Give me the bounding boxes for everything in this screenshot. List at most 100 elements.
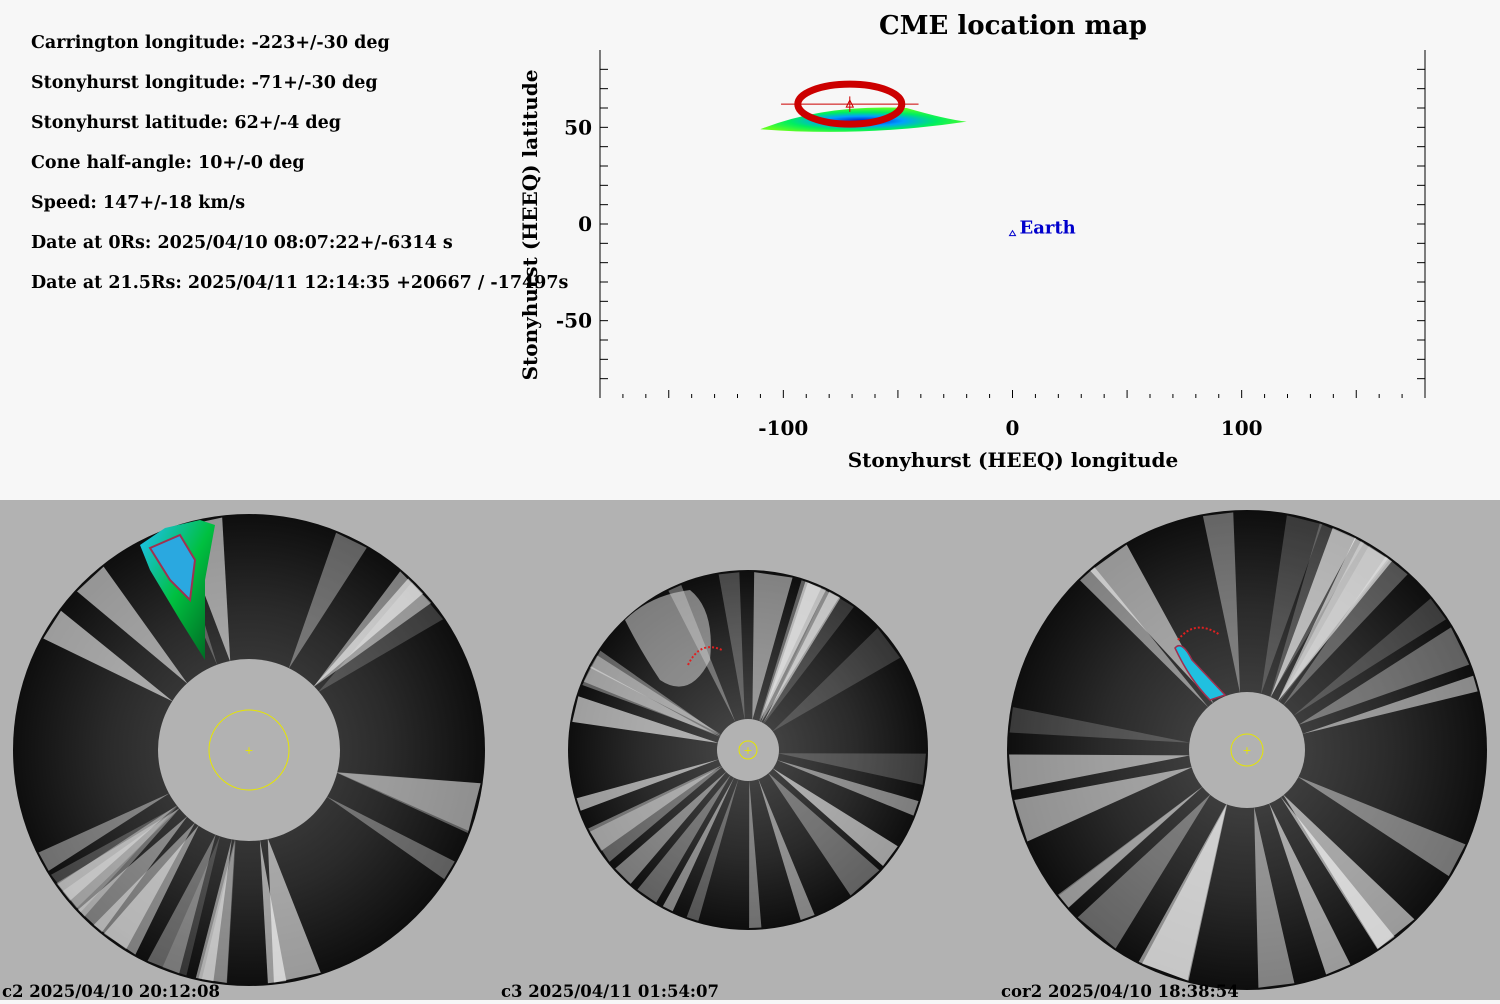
chart-title: CME location map — [879, 11, 1147, 41]
c2-occulter — [158, 659, 340, 841]
cor2-fit-arc — [1177, 626, 1221, 641]
cme-blob — [760, 107, 967, 132]
streamer-ray — [662, 776, 735, 912]
cor2-caption: cor2 2025/04/10 18:38:54 — [1001, 982, 1239, 1001]
y-tick-label: 50 — [564, 115, 592, 139]
c2-image: + — [13, 514, 485, 986]
streamer-ray — [1298, 627, 1470, 725]
streamer-ray — [1301, 675, 1478, 735]
x-tick-label: 100 — [1221, 416, 1263, 440]
earth-label: Earth — [1020, 218, 1076, 239]
cor2-sun-outline — [1230, 733, 1264, 767]
streamer-ray — [267, 838, 321, 983]
y-tick-label: -50 — [556, 309, 592, 333]
streamer-ray — [759, 581, 826, 723]
streamer-ray — [93, 822, 196, 950]
streamer-ray — [686, 778, 739, 921]
streamer-ray — [576, 759, 720, 811]
c3-caption: c3 2025/04/11 01:54:07 — [501, 982, 719, 1001]
streamer-ray — [772, 767, 898, 867]
streamer-ray — [313, 571, 432, 688]
streamer-ray — [776, 759, 919, 816]
streamer-ray — [1278, 545, 1390, 703]
c3-sun-outline — [738, 740, 758, 760]
streamer-ray — [758, 778, 815, 921]
streamer-ray — [147, 833, 216, 974]
streamer-ray — [637, 774, 731, 903]
streamer-ray — [103, 824, 200, 955]
earth-marker — [1008, 229, 1017, 237]
streamer-ray — [1277, 537, 1392, 702]
coronagraph-panel: + + + — [0, 500, 1500, 1000]
param-date-21rs: Date at 21.5Rs: 2025/04/11 12:14:35 +206… — [31, 273, 569, 293]
param-stonyhurst-longitude: Stonyhurst longitude: -71+/-30 deg — [31, 73, 378, 93]
streamer-ray — [198, 838, 235, 983]
param-date-0rs: Date at 0Rs: 2025/04/10 08:07:22+/-6314 … — [31, 233, 453, 253]
svg-text:+: + — [743, 744, 752, 757]
streamer-ray — [51, 805, 179, 913]
streamer-ray — [749, 779, 762, 928]
streamer-ray — [1077, 794, 1211, 949]
streamer-ray — [56, 807, 181, 917]
streamer-ray — [762, 591, 841, 724]
streamer-ray — [62, 807, 180, 909]
streamer-ray — [1014, 767, 1193, 842]
streamer-ray — [1268, 802, 1351, 975]
streamer-ray — [78, 815, 188, 933]
streamer-ray — [43, 610, 174, 702]
streamer-ray — [1270, 527, 1356, 698]
streamer-ray — [1282, 794, 1415, 949]
streamer-ray — [162, 835, 221, 976]
streamer-ray — [38, 793, 170, 871]
c3-fit-arc — [687, 646, 723, 666]
points: Earth — [781, 80, 1076, 239]
streamer-ray — [326, 796, 455, 880]
cme-location-map: CME location map Stonyhurst (HEEQ) longi… — [518, 11, 1426, 472]
streamer-ray — [336, 772, 481, 831]
streamer-ray — [588, 765, 723, 851]
param-stonyhurst-latitude: Stonyhurst latitude: 62+/-4 deg — [31, 113, 341, 133]
streamer-ray — [1254, 806, 1295, 988]
x-tick-label: -100 — [758, 416, 808, 440]
streamer-ray — [1292, 598, 1446, 717]
streamer-ray — [1260, 515, 1323, 695]
cor2-image: + — [1007, 510, 1487, 990]
c2-sun-outline — [208, 709, 290, 791]
streamer-ray — [201, 839, 236, 983]
streamer-ray — [1282, 556, 1408, 706]
streamer-ray — [1058, 786, 1203, 908]
streamer-ray — [1009, 707, 1191, 743]
streamer-ray — [1080, 567, 1209, 708]
streamer-ray — [288, 532, 367, 670]
c3-image: + — [568, 570, 928, 930]
streamer-ray — [583, 666, 721, 738]
param-cone-half-angle: Cone half-angle: 10+/-0 deg — [31, 153, 305, 173]
streamer-ray — [1202, 512, 1241, 694]
param-speed: Speed: 147+/-18 km/s — [31, 193, 246, 213]
streamer-ray — [336, 772, 481, 833]
c2-caption: c2 2025/04/10 20:12:08 — [2, 982, 220, 1001]
streamer-ray — [718, 572, 745, 721]
streamer-ray — [777, 753, 926, 785]
cor2-occulter — [1189, 692, 1305, 808]
cor2-cme-detection — [1174, 645, 1227, 701]
streamer-ray — [313, 578, 423, 687]
axes: -100 0 100 50 0 -50 — [556, 50, 1426, 440]
streamer-ray — [752, 572, 793, 721]
streamer-ray — [76, 566, 188, 685]
c3-streamers — [572, 572, 926, 928]
top-panel: Carrington longitude: -223+/-30 deg Ston… — [0, 0, 1500, 500]
streamer-ray — [1138, 803, 1227, 981]
streamer-ray — [767, 772, 880, 896]
svg-text:+: + — [1242, 744, 1251, 757]
streamer-ray — [771, 628, 901, 732]
cme-probability-region — [760, 107, 967, 132]
streamer-ray — [57, 804, 178, 901]
x-axis-label: Stonyhurst (HEEQ) longitude — [848, 448, 1179, 472]
streamer-ray — [582, 650, 722, 737]
streamer-ray — [758, 580, 822, 722]
streamer-ray — [1297, 776, 1466, 877]
streamer-ray — [763, 589, 854, 725]
streamer-ray — [589, 766, 723, 862]
streamer-ray — [1009, 754, 1191, 791]
